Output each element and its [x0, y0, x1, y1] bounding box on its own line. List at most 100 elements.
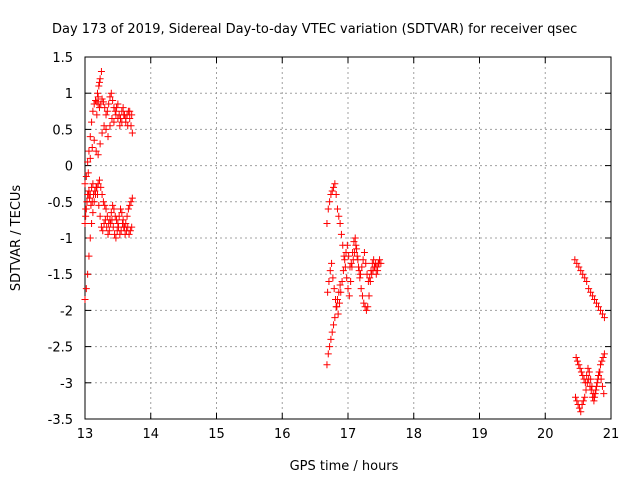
x-tick-label: 21: [603, 427, 620, 442]
data-point: [118, 209, 126, 217]
data-point: [82, 172, 90, 180]
data-point: [572, 353, 580, 361]
data-point: [368, 259, 376, 267]
data-point: [359, 256, 367, 264]
data-points: [81, 67, 608, 416]
data-point: [345, 292, 353, 300]
data-point: [128, 111, 136, 119]
data-point: [88, 144, 96, 151]
data-point: [82, 212, 90, 220]
x-tick-label: 17: [340, 427, 357, 442]
data-point: [106, 122, 114, 130]
data-point: [113, 104, 121, 112]
data-point: [103, 223, 111, 231]
data-point: [356, 274, 364, 282]
data-point: [358, 292, 366, 300]
y-axis-tick-labels: -3.5 -3 -2.5 -2 -1.5 -1 -0.5 0 0.5 1 1.5: [48, 51, 73, 428]
data-point: [355, 267, 363, 275]
data-point: [102, 111, 110, 119]
data-point: [352, 241, 360, 249]
data-point: [84, 158, 92, 166]
data-point: [571, 256, 579, 264]
data-point: [108, 216, 116, 224]
data-point: [573, 259, 581, 267]
data-point: [104, 230, 112, 238]
data-point: [360, 248, 368, 256]
data-point: [93, 191, 101, 199]
data-point: [118, 107, 126, 115]
data-point: [95, 82, 103, 90]
data-point: [329, 274, 337, 282]
y-tick-label: -3.5: [48, 413, 73, 428]
chart-title: Day 173 of 2019, Sidereal Day-to-day VTE…: [52, 22, 577, 37]
data-point: [84, 169, 92, 177]
data-point: [362, 259, 370, 267]
data-point: [327, 335, 335, 343]
data-point: [99, 198, 107, 206]
data-point: [351, 234, 359, 242]
data-point: [591, 393, 599, 401]
data-point: [581, 379, 589, 387]
data-point: [86, 194, 94, 202]
data-point: [328, 187, 336, 195]
data-point: [590, 397, 598, 405]
data-point: [108, 115, 116, 123]
data-point: [371, 263, 379, 271]
x-tick-label: 20: [537, 427, 554, 442]
data-point: [597, 375, 605, 383]
data-point: [358, 263, 366, 271]
data-point: [323, 220, 331, 228]
y-tick-label: 1.5: [52, 51, 73, 66]
data-point: [332, 303, 340, 311]
data-point: [110, 118, 118, 126]
data-point: [353, 252, 361, 260]
data-point: [347, 259, 355, 267]
data-point: [120, 111, 128, 119]
data-point: [98, 95, 106, 103]
data-point: [107, 220, 115, 228]
data-point: [596, 368, 604, 376]
series-arc-13h-upper: [81, 67, 136, 188]
data-point: [116, 122, 124, 130]
data-point: [95, 78, 103, 86]
data-point: [333, 205, 341, 213]
data-point: [363, 270, 371, 278]
data-point: [105, 227, 113, 235]
data-point: [91, 187, 99, 195]
data-point: [587, 375, 595, 383]
data-point: [350, 238, 358, 246]
data-point: [587, 288, 595, 296]
data-point: [345, 252, 353, 260]
data-point: [119, 216, 127, 224]
data-point: [591, 296, 599, 304]
data-point: [577, 267, 585, 275]
data-point: [589, 292, 597, 300]
data-point: [575, 263, 583, 271]
data-point: [98, 129, 106, 137]
y-tick-label: 0.5: [52, 123, 73, 138]
data-point: [578, 401, 586, 409]
data-point: [588, 382, 596, 390]
data-point: [118, 118, 126, 126]
data-point: [323, 361, 331, 369]
data-point: [581, 393, 589, 401]
series-arc-13h-lower: [81, 176, 136, 304]
y-tick-label: -0.5: [48, 196, 73, 211]
data-point: [595, 303, 603, 311]
data-point: [84, 270, 92, 278]
data-point: [332, 191, 340, 199]
x-tick-label: 15: [208, 427, 225, 442]
data-point: [114, 115, 122, 123]
data-point: [344, 285, 352, 293]
data-point: [86, 234, 94, 242]
data-point: [85, 252, 93, 260]
data-point: [335, 212, 343, 220]
data-point: [349, 248, 357, 256]
data-point: [326, 198, 334, 206]
data-point: [128, 194, 136, 202]
data-point: [85, 187, 93, 195]
data-point: [575, 404, 583, 412]
data-point: [95, 176, 103, 184]
data-point: [123, 212, 131, 220]
data-point: [92, 96, 100, 104]
